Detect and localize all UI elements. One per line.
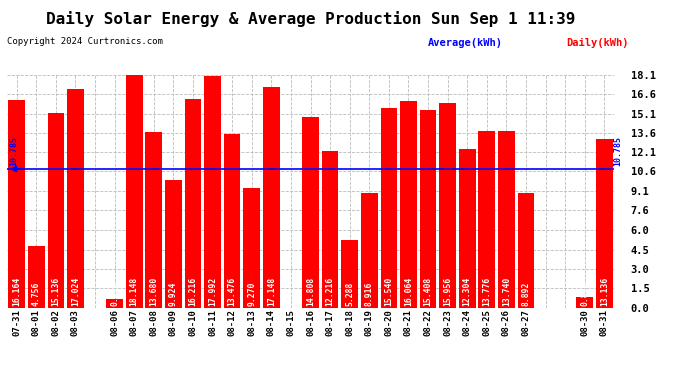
Text: Daily(kWh): Daily(kWh) — [566, 38, 629, 48]
Text: 15.408: 15.408 — [424, 277, 433, 306]
Bar — [361, 193, 377, 308]
Bar — [185, 99, 201, 308]
Text: 8.916: 8.916 — [365, 282, 374, 306]
Bar — [420, 110, 436, 308]
Bar — [302, 117, 319, 308]
Text: 14.808: 14.808 — [306, 277, 315, 306]
Text: 15.136: 15.136 — [51, 277, 60, 306]
Bar — [8, 100, 25, 308]
Text: 10.785: 10.785 — [613, 136, 622, 166]
Text: 0.636: 0.636 — [110, 282, 119, 306]
Bar — [165, 180, 181, 308]
Text: 5.288: 5.288 — [345, 282, 354, 306]
Bar — [478, 130, 495, 308]
Bar — [126, 74, 143, 307]
Text: 9.270: 9.270 — [247, 282, 256, 306]
Bar — [440, 102, 456, 308]
Bar — [400, 101, 417, 308]
Bar — [342, 240, 358, 308]
Text: 16.064: 16.064 — [404, 277, 413, 306]
Bar — [263, 87, 279, 308]
Bar — [518, 193, 534, 308]
Text: 12.216: 12.216 — [326, 277, 335, 306]
Text: 4.756: 4.756 — [32, 282, 41, 306]
Text: 10.785: 10.785 — [9, 136, 18, 166]
Text: 16.216: 16.216 — [188, 277, 197, 306]
Text: 18.148: 18.148 — [130, 277, 139, 306]
Text: 15.540: 15.540 — [384, 277, 393, 306]
Text: 13.680: 13.680 — [149, 277, 158, 306]
Bar — [28, 246, 45, 308]
Text: 15.956: 15.956 — [443, 277, 452, 306]
Text: 16.164: 16.164 — [12, 277, 21, 306]
Text: Daily Solar Energy & Average Production Sun Sep 1 11:39: Daily Solar Energy & Average Production … — [46, 11, 575, 27]
Text: 12.304: 12.304 — [463, 277, 472, 306]
Text: 8.892: 8.892 — [522, 282, 531, 306]
Bar — [48, 113, 64, 308]
Bar — [380, 108, 397, 308]
Bar — [224, 134, 241, 308]
Bar — [204, 76, 221, 308]
Text: Average(kWh): Average(kWh) — [428, 38, 503, 48]
Bar — [459, 150, 475, 308]
Text: 17.148: 17.148 — [267, 277, 276, 306]
Bar — [146, 132, 162, 308]
Bar — [106, 299, 123, 307]
Text: 13.776: 13.776 — [482, 277, 491, 306]
Bar — [322, 151, 338, 308]
Text: 0.840: 0.840 — [580, 282, 589, 306]
Text: 13.740: 13.740 — [502, 277, 511, 306]
Bar — [596, 139, 613, 308]
Bar — [67, 89, 83, 308]
Text: 13.136: 13.136 — [600, 277, 609, 306]
Bar — [244, 188, 260, 308]
Text: 17.992: 17.992 — [208, 277, 217, 306]
Bar — [576, 297, 593, 307]
Bar — [498, 131, 515, 308]
Text: 13.476: 13.476 — [228, 277, 237, 306]
Text: 9.924: 9.924 — [169, 282, 178, 306]
Text: 17.024: 17.024 — [71, 277, 80, 306]
Text: Copyright 2024 Curtronics.com: Copyright 2024 Curtronics.com — [7, 38, 163, 46]
